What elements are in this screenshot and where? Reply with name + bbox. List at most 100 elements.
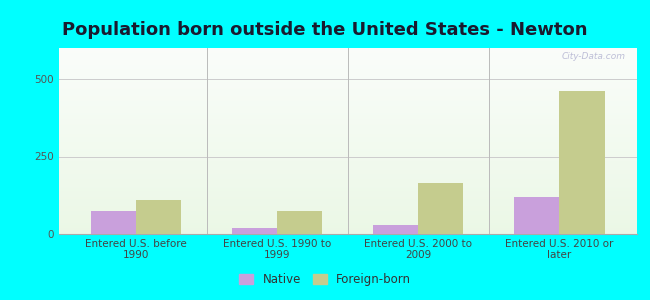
Bar: [58, 129, 637, 130]
Bar: [58, 233, 637, 234]
Bar: [58, 131, 637, 132]
Bar: [58, 68, 637, 69]
Bar: [58, 195, 637, 196]
Bar: [58, 176, 637, 177]
Bar: [58, 202, 637, 203]
Bar: [58, 215, 637, 216]
Bar: [58, 184, 637, 185]
Bar: [58, 225, 637, 226]
Bar: [58, 89, 637, 90]
Bar: [58, 111, 637, 112]
Bar: [58, 231, 637, 232]
Bar: [58, 226, 637, 227]
Bar: [58, 178, 637, 179]
Bar: [58, 73, 637, 74]
Bar: [58, 182, 637, 183]
Bar: [58, 150, 637, 151]
Text: City-Data.com: City-Data.com: [562, 52, 625, 61]
Bar: [58, 171, 637, 172]
Bar: [58, 84, 637, 85]
Bar: [58, 53, 637, 54]
Bar: [58, 112, 637, 113]
Bar: [58, 188, 637, 189]
Bar: [58, 205, 637, 206]
Bar: [58, 179, 637, 180]
Bar: [58, 165, 637, 166]
Bar: [58, 172, 637, 173]
Bar: [58, 127, 637, 128]
Bar: [58, 113, 637, 114]
Bar: [58, 79, 637, 80]
Bar: [58, 74, 637, 75]
Bar: [58, 99, 637, 100]
Bar: [58, 97, 637, 98]
Bar: [58, 104, 637, 105]
Bar: [514, 197, 560, 234]
Bar: [58, 66, 637, 67]
Bar: [58, 151, 637, 152]
Bar: [58, 90, 637, 91]
Bar: [58, 102, 637, 103]
Bar: [58, 173, 637, 175]
Bar: [58, 145, 637, 146]
Bar: [58, 187, 637, 188]
Bar: [58, 103, 637, 104]
Bar: [58, 213, 637, 214]
Bar: [58, 208, 637, 209]
Bar: [58, 170, 637, 171]
Bar: [58, 199, 637, 200]
Bar: [58, 163, 637, 164]
Bar: [58, 160, 637, 161]
Bar: [58, 125, 637, 126]
Bar: [58, 185, 637, 186]
Bar: [58, 75, 637, 76]
Bar: [58, 100, 637, 101]
Bar: [58, 55, 637, 56]
Bar: [58, 169, 637, 170]
Bar: [58, 148, 637, 149]
Bar: [58, 149, 637, 150]
Bar: [58, 61, 637, 62]
Bar: [58, 54, 637, 55]
Bar: [58, 126, 637, 127]
Bar: [58, 59, 637, 60]
Bar: [560, 92, 604, 234]
Bar: [58, 217, 637, 218]
Bar: [58, 57, 637, 58]
Bar: [58, 146, 637, 147]
Bar: [58, 159, 637, 160]
Bar: [58, 115, 637, 116]
Bar: [58, 144, 637, 145]
Bar: [58, 154, 637, 155]
Bar: [419, 183, 463, 234]
Bar: [58, 60, 637, 61]
Bar: [58, 56, 637, 57]
Bar: [58, 118, 637, 119]
Bar: [58, 91, 637, 92]
Bar: [58, 214, 637, 215]
Bar: [58, 221, 637, 222]
Bar: [58, 193, 637, 194]
Bar: [58, 138, 637, 139]
Bar: [58, 85, 637, 86]
Bar: [58, 196, 637, 197]
Bar: [58, 228, 637, 229]
Bar: [136, 200, 181, 234]
Bar: [58, 130, 637, 131]
Bar: [58, 157, 637, 158]
Bar: [58, 206, 637, 207]
Bar: [58, 76, 637, 77]
Bar: [58, 139, 637, 140]
Bar: [58, 116, 637, 117]
Bar: [58, 191, 637, 192]
Bar: [58, 51, 637, 52]
Bar: [58, 108, 637, 110]
Bar: [58, 48, 637, 49]
Bar: [58, 98, 637, 99]
Bar: [58, 147, 637, 148]
Bar: [58, 209, 637, 210]
Bar: [58, 156, 637, 157]
Bar: [58, 220, 637, 221]
Bar: [58, 65, 637, 66]
Bar: [58, 186, 637, 187]
